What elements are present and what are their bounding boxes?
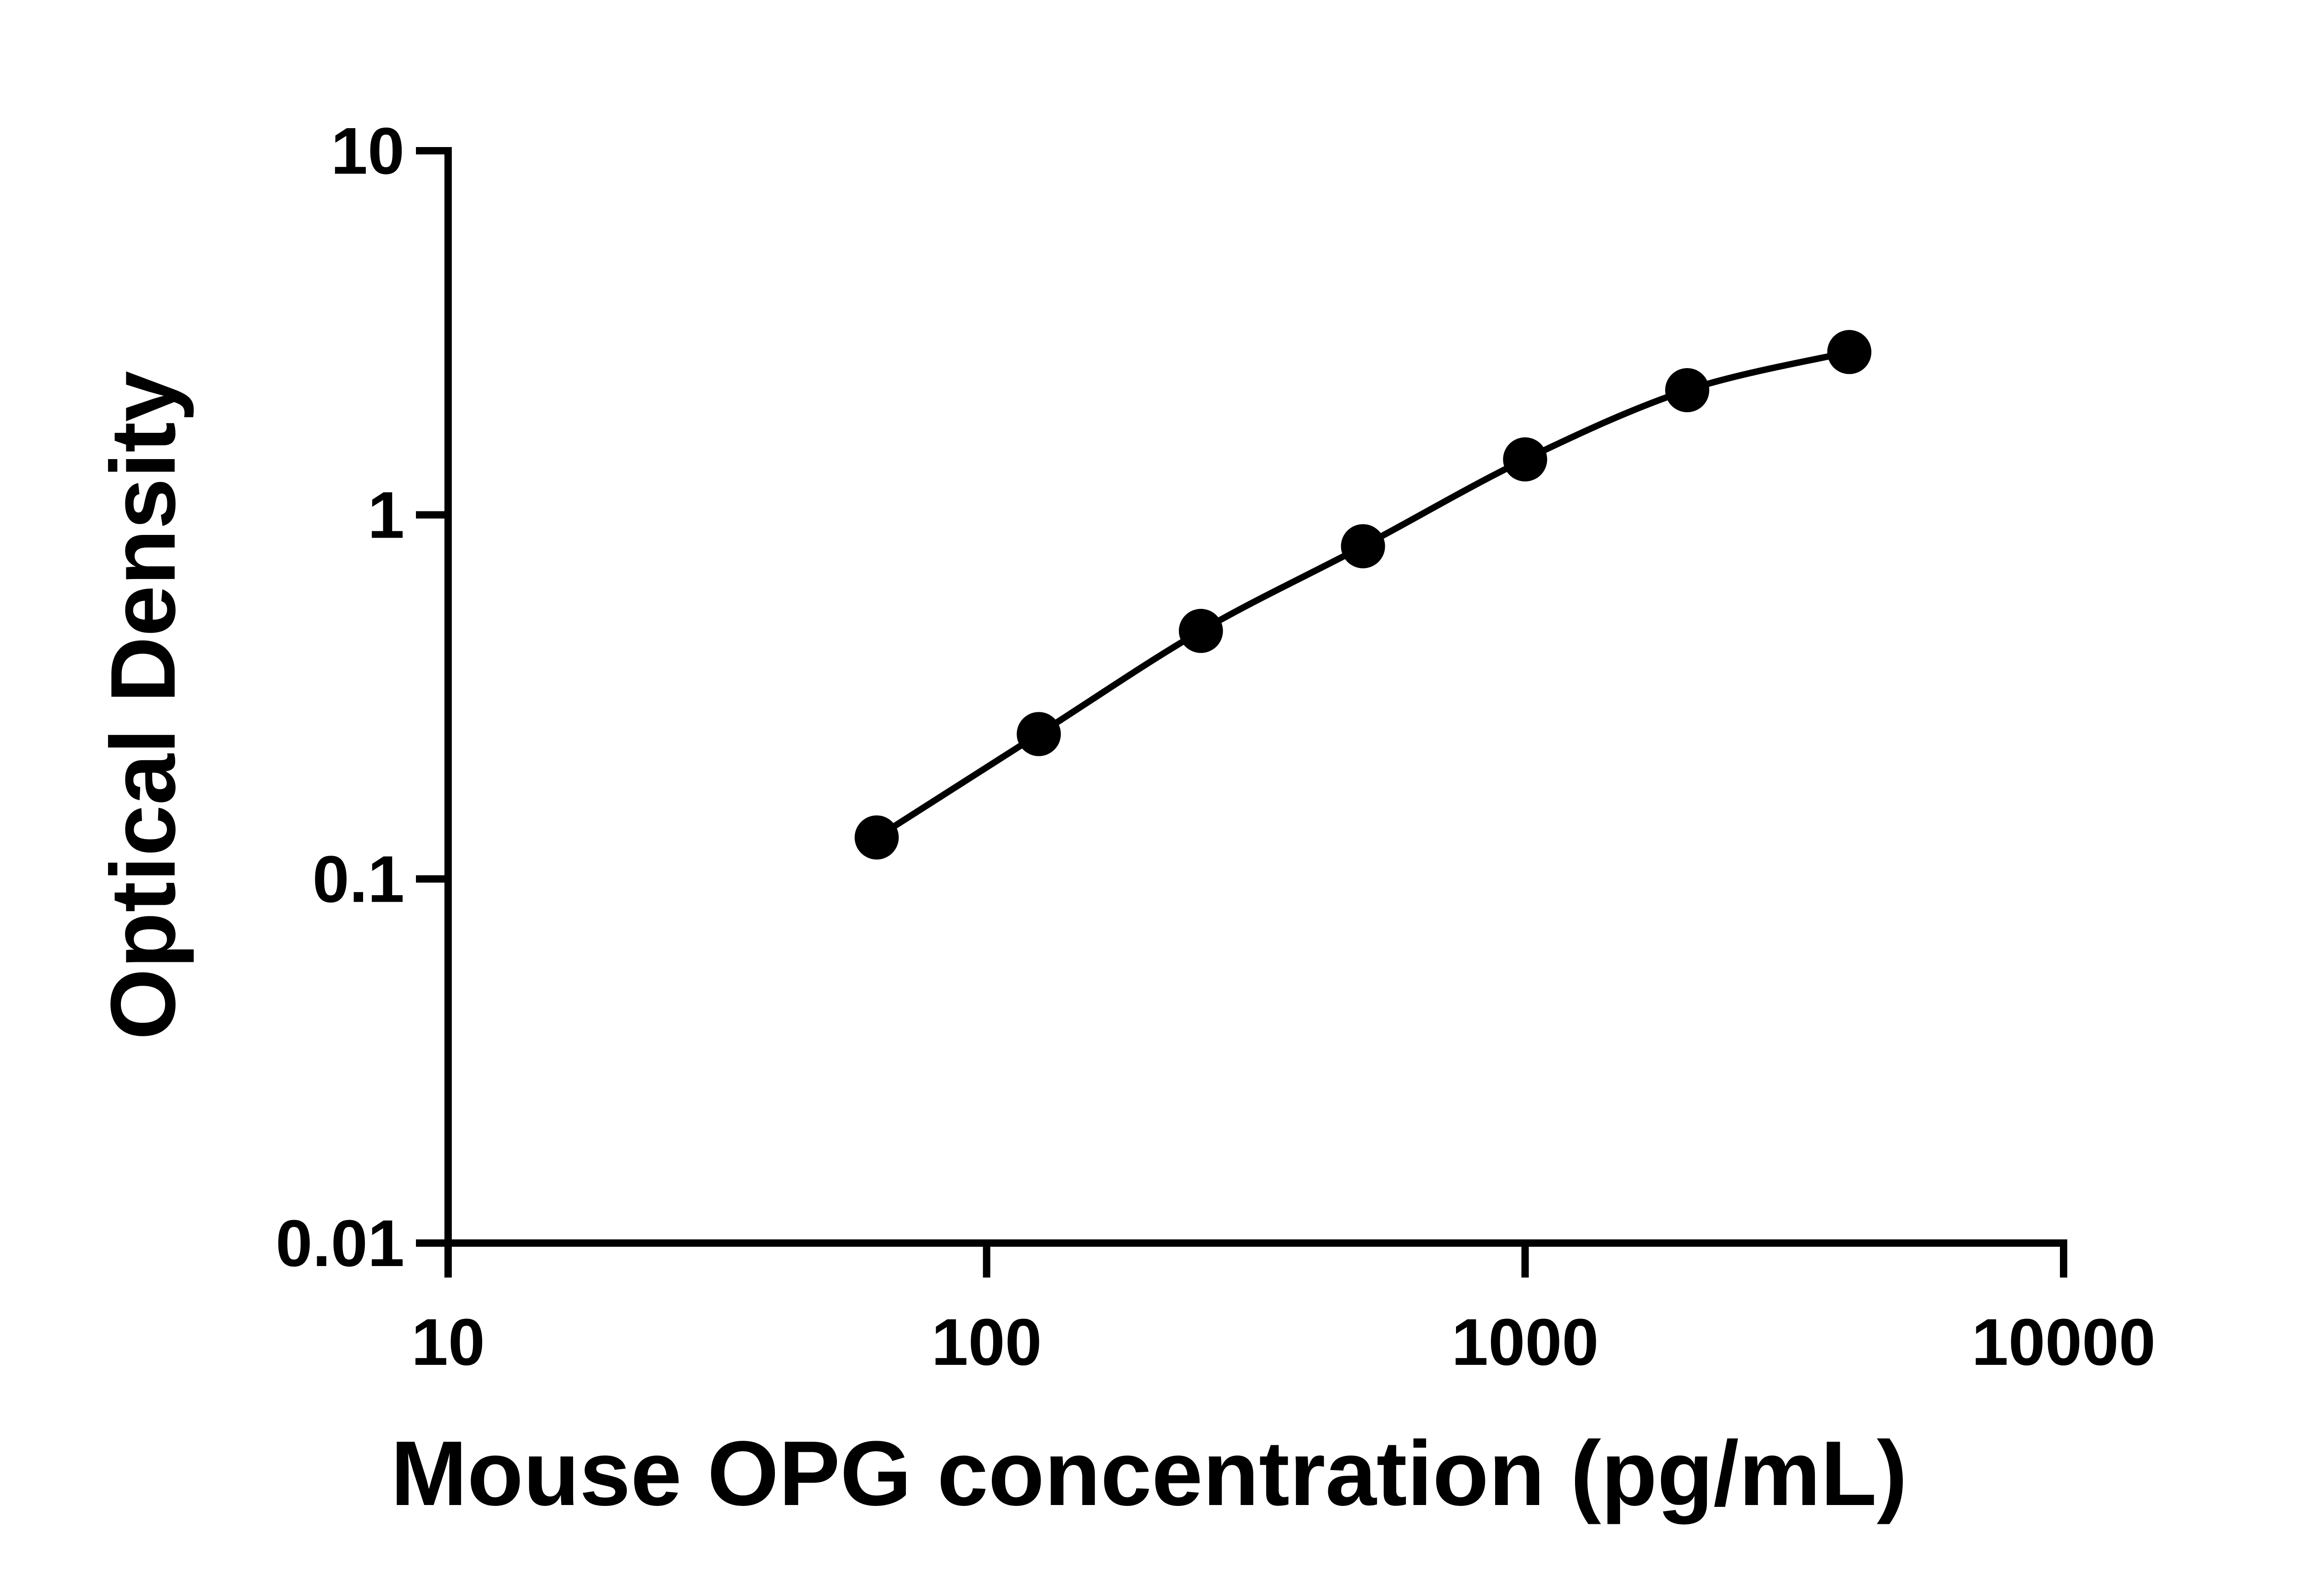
data-point <box>1503 437 1547 482</box>
data-point <box>1665 368 1710 413</box>
data-point <box>1827 330 1871 375</box>
x-axis-title: Mouse OPG concentration (pg/mL) <box>391 1422 1907 1525</box>
x-tick-label: 1000 <box>1451 1305 1598 1379</box>
y-tick-label: 1 <box>368 478 404 552</box>
data-point <box>854 815 899 860</box>
x-tick-label: 100 <box>932 1305 1042 1379</box>
x-tick-label: 10000 <box>1972 1305 2156 1379</box>
y-axis-title: Optical Density <box>92 371 194 1040</box>
y-tick-label: 0.01 <box>276 1206 404 1280</box>
y-tick-label: 10 <box>331 114 404 188</box>
y-ticks: 0.01 0.1 1 10 <box>276 114 448 1280</box>
x-axis: 10 100 1000 10000 <box>411 1239 2156 1379</box>
x-ticks: 10 100 1000 10000 <box>411 1243 2156 1379</box>
series-line <box>875 349 1850 841</box>
y-tick-label: 0.1 <box>313 842 404 916</box>
data-point <box>1178 608 1223 653</box>
series-layer <box>854 330 1871 860</box>
x-tick-label: 10 <box>411 1305 485 1379</box>
data-point <box>1341 524 1385 568</box>
y-axis: 0.01 0.1 1 10 <box>276 114 452 1280</box>
data-point <box>1017 712 1061 756</box>
